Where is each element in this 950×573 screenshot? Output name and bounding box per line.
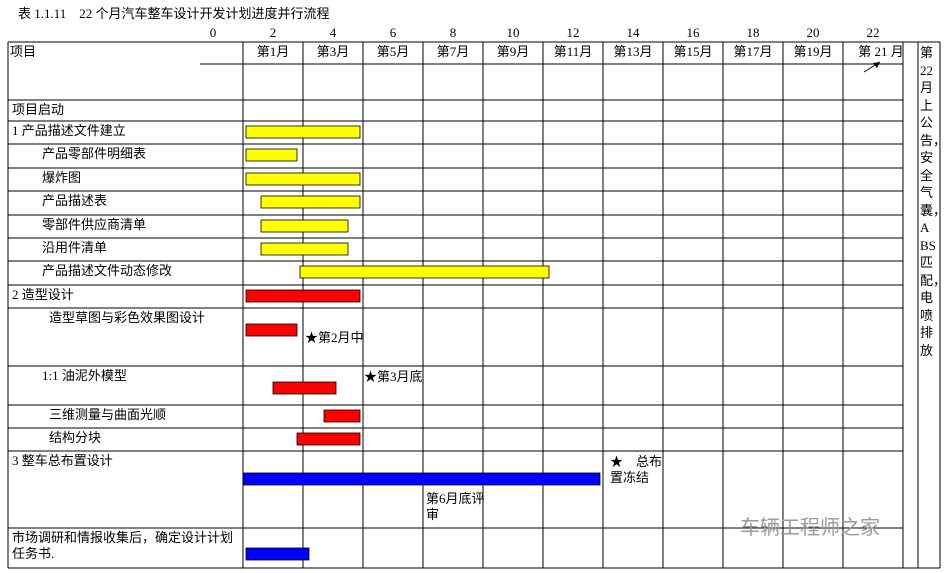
x-tick-label: 18 bbox=[746, 25, 760, 40]
task-label: 造型草图与彩色效果图设计 bbox=[49, 310, 206, 325]
task-bar bbox=[272, 381, 337, 395]
task-bar bbox=[296, 432, 361, 446]
task-label: 项目启动 bbox=[12, 102, 65, 117]
column-header: 第15月 bbox=[673, 44, 713, 59]
task-label: 产品描述文件动态修改 bbox=[42, 263, 173, 278]
task-bar bbox=[245, 148, 298, 162]
annotation: 第6月底评审 bbox=[426, 491, 485, 522]
x-tick-label: 10 bbox=[506, 25, 520, 40]
task-label: 爆炸图 bbox=[42, 170, 82, 185]
column-header: 第17月 bbox=[733, 44, 773, 59]
task-label: 2 造型设计 bbox=[12, 287, 74, 302]
annotation: ★第2月中 bbox=[305, 330, 364, 345]
column-header: 第19月 bbox=[793, 44, 833, 59]
task-label: 1:1 油泥外模型 bbox=[42, 368, 127, 383]
last-column-text: 第22月上公告，安全气囊，ABS匹配，电喷排放 bbox=[920, 45, 947, 358]
x-tick-label: 4 bbox=[329, 25, 337, 40]
task-bar bbox=[299, 265, 550, 279]
x-tick-label: 0 bbox=[209, 25, 217, 40]
column-header: 第1月 bbox=[256, 44, 290, 59]
task-bar bbox=[245, 172, 361, 186]
task-bar bbox=[245, 289, 361, 303]
task-label: 市场调研和情报收集后，确定设计计划任务书. bbox=[12, 530, 234, 561]
x-tick-label: 22 bbox=[866, 25, 880, 40]
x-tick-label: 6 bbox=[389, 25, 397, 40]
task-bar bbox=[245, 547, 310, 561]
chart-title: 表 1.1.11 22 个月汽车整车设计开发计划进度并行流程 bbox=[18, 6, 330, 21]
column-header: 第9月 bbox=[496, 44, 530, 59]
column-header: 第13月 bbox=[613, 44, 653, 59]
annotation: ★第3月底 bbox=[364, 369, 423, 384]
column-header: 第5月 bbox=[376, 44, 410, 59]
task-label: 产品零部件明细表 bbox=[42, 146, 147, 161]
task-bar bbox=[245, 125, 361, 139]
x-tick-label: 16 bbox=[686, 25, 700, 40]
task-bar bbox=[245, 323, 298, 337]
task-label: 沿用件清单 bbox=[42, 240, 108, 255]
arrow-head bbox=[873, 62, 880, 68]
task-label: 零部件供应商清单 bbox=[42, 217, 147, 232]
watermark: 车辆工程师之家 bbox=[740, 517, 880, 539]
task-bar bbox=[260, 219, 349, 233]
column-header: 第11月 bbox=[553, 44, 593, 59]
task-label: 三维测量与曲面光顺 bbox=[49, 407, 167, 422]
task-label: 结构分块 bbox=[49, 430, 102, 445]
task-bar bbox=[260, 195, 361, 209]
task-bar bbox=[260, 242, 349, 256]
task-label: 3 整车总布置设计 bbox=[12, 453, 113, 468]
task-bar bbox=[323, 409, 361, 423]
x-tick-label: 12 bbox=[566, 25, 580, 40]
column-header: 第 21 月 bbox=[858, 44, 904, 59]
annotation: ★ 总布置冻结 bbox=[610, 454, 663, 485]
task-label: 产品描述表 bbox=[42, 193, 108, 208]
x-tick-label: 2 bbox=[269, 25, 277, 40]
column-header: 第3月 bbox=[316, 44, 350, 59]
x-tick-label: 8 bbox=[449, 25, 457, 40]
task-label: 1 产品描述文件建立 bbox=[12, 123, 126, 138]
header-label: 项目 bbox=[10, 44, 37, 59]
task-bar bbox=[242, 472, 601, 486]
x-tick-label: 14 bbox=[626, 25, 640, 40]
column-header: 第7月 bbox=[436, 44, 470, 59]
x-tick-label: 20 bbox=[806, 25, 820, 40]
